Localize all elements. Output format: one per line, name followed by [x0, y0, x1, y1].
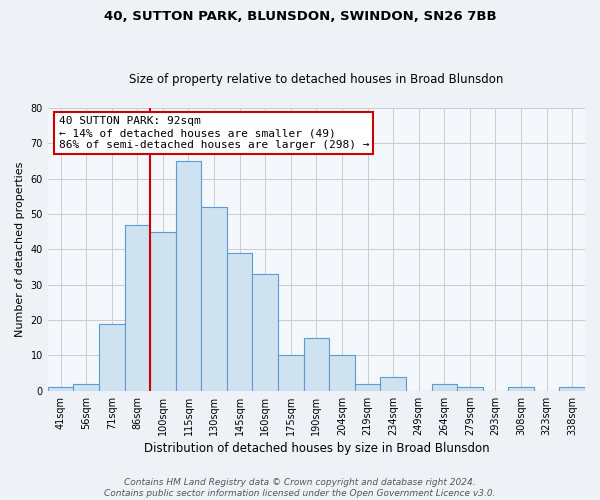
Bar — [508, 388, 534, 391]
Bar — [99, 324, 125, 391]
Y-axis label: Number of detached properties: Number of detached properties — [15, 162, 25, 337]
Bar — [201, 207, 227, 391]
Bar — [227, 253, 253, 391]
Bar — [278, 356, 304, 391]
Bar — [150, 232, 176, 391]
Bar — [355, 384, 380, 391]
Text: Contains HM Land Registry data © Crown copyright and database right 2024.
Contai: Contains HM Land Registry data © Crown c… — [104, 478, 496, 498]
Text: 40 SUTTON PARK: 92sqm
← 14% of detached houses are smaller (49)
86% of semi-deta: 40 SUTTON PARK: 92sqm ← 14% of detached … — [59, 116, 369, 150]
Bar — [176, 161, 201, 391]
Bar — [73, 384, 99, 391]
Title: Size of property relative to detached houses in Broad Blunsdon: Size of property relative to detached ho… — [129, 73, 503, 86]
X-axis label: Distribution of detached houses by size in Broad Blunsdon: Distribution of detached houses by size … — [143, 442, 489, 455]
Text: 40, SUTTON PARK, BLUNSDON, SWINDON, SN26 7BB: 40, SUTTON PARK, BLUNSDON, SWINDON, SN26… — [104, 10, 496, 23]
Bar — [48, 388, 73, 391]
Bar — [559, 388, 585, 391]
Bar — [125, 224, 150, 391]
Bar — [431, 384, 457, 391]
Bar — [253, 274, 278, 391]
Bar — [380, 376, 406, 391]
Bar — [329, 356, 355, 391]
Bar — [304, 338, 329, 391]
Bar — [457, 388, 482, 391]
